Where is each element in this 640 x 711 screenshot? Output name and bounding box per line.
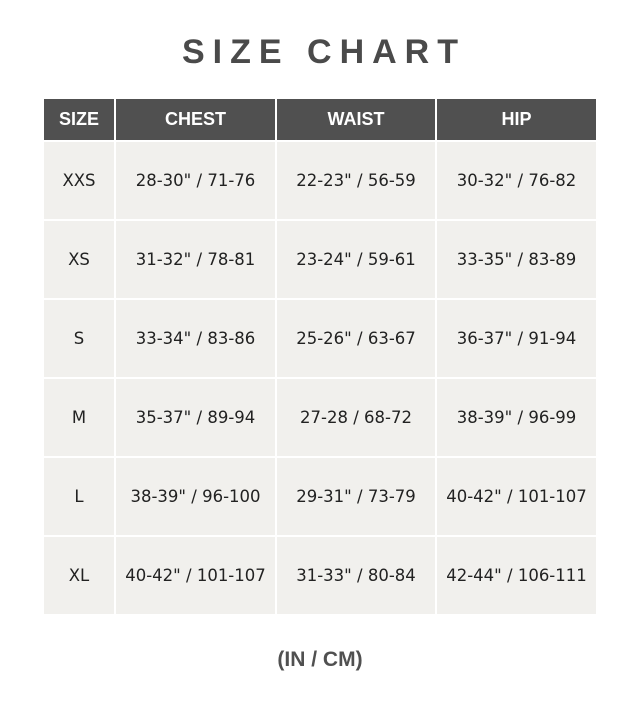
size-cell: M — [44, 377, 115, 457]
size-cell: XS — [44, 219, 115, 299]
header-chest: CHEST — [114, 99, 276, 141]
hip-cell: 40-42" / 101-107 — [435, 456, 596, 536]
size-cell: XXS — [44, 140, 115, 220]
size-cell: S — [44, 298, 115, 378]
hip-cell: 33-35" / 83-89 — [435, 219, 596, 299]
table-row: M 35-37" / 89-94 27-28 / 68-72 38-39" / … — [44, 377, 596, 457]
waist-cell: 31-33" / 80-84 — [275, 535, 436, 614]
waist-cell: 27-28 / 68-72 — [275, 377, 436, 457]
units-note: (IN / CM) — [277, 648, 363, 671]
waist-cell: 29-31" / 73-79 — [275, 456, 436, 536]
chest-cell: 38-39" / 96-100 — [114, 456, 276, 536]
chest-cell: 40-42" / 101-107 — [114, 535, 276, 614]
hip-cell: 42-44" / 106-111 — [435, 535, 596, 614]
table-header-row: SIZE CHEST WAIST HIP — [44, 99, 596, 141]
chest-cell: 28-30" / 71-76 — [114, 140, 276, 220]
table-row: XXS 28-30" / 71-76 22-23" / 56-59 30-32"… — [44, 140, 596, 220]
waist-cell: 23-24" / 59-61 — [275, 219, 436, 299]
hip-cell: 30-32" / 76-82 — [435, 140, 596, 220]
hip-cell: 36-37" / 91-94 — [435, 298, 596, 378]
table-row: XL 40-42" / 101-107 31-33" / 80-84 42-44… — [44, 535, 596, 614]
size-cell: L — [44, 456, 115, 536]
header-waist: WAIST — [275, 99, 436, 141]
waist-cell: 25-26" / 63-67 — [275, 298, 436, 378]
size-cell: XL — [44, 535, 115, 614]
table-row: S 33-34" / 83-86 25-26" / 63-67 36-37" /… — [44, 298, 596, 378]
header-hip: HIP — [435, 99, 596, 141]
table-row: XS 31-32" / 78-81 23-24" / 59-61 33-35" … — [44, 219, 596, 299]
size-table: SIZE CHEST WAIST HIP XXS 28-30" / 71-76 … — [44, 99, 596, 614]
chest-cell: 35-37" / 89-94 — [114, 377, 276, 457]
header-size: SIZE — [44, 99, 115, 141]
waist-cell: 22-23" / 56-59 — [275, 140, 436, 220]
page-title: SIZE CHART — [182, 33, 466, 71]
table-row: L 38-39" / 96-100 29-31" / 73-79 40-42" … — [44, 456, 596, 536]
chest-cell: 33-34" / 83-86 — [114, 298, 276, 378]
hip-cell: 38-39" / 96-99 — [435, 377, 596, 457]
chest-cell: 31-32" / 78-81 — [114, 219, 276, 299]
